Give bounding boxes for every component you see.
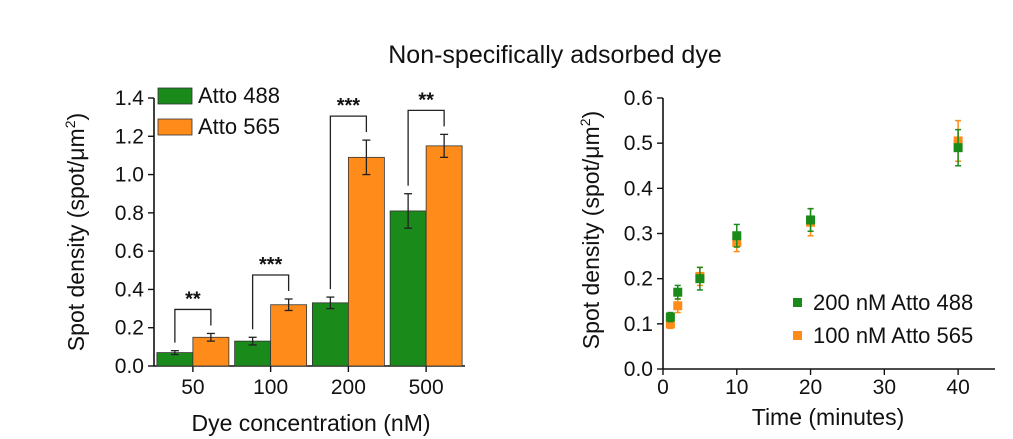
bar-y-tick-label: 0.8: [115, 202, 144, 225]
scatter-y-tick-label: 0.2: [624, 268, 653, 291]
legend-marker: [793, 298, 802, 307]
scatter-y-tick-label: 0.5: [624, 132, 653, 155]
bar-y-tick-label: 0.4: [115, 278, 145, 301]
svg-text:Spot density (spot/μm2): Spot density (spot/μm2): [62, 113, 89, 351]
scatter-y-tick-label: 0.3: [624, 223, 653, 246]
significance-label: **: [185, 288, 201, 310]
bar-x-axis-label: Dye concentration (nM): [191, 410, 430, 436]
bar-x-tick-label: 500: [409, 376, 444, 399]
bar-y-tick-label: 0.6: [115, 240, 144, 263]
scatter-y-tick-label: 0.1: [624, 313, 653, 336]
scatter-y-tick-label: 0.4: [624, 177, 654, 200]
scatter-point: [806, 215, 816, 225]
bar-y-tick-label: 1.4: [115, 87, 145, 110]
scatter-x-axis-label: Time (minutes): [752, 404, 905, 430]
significance-label: ***: [337, 95, 361, 117]
legend-label: Atto 488: [198, 83, 280, 108]
bar-plot-area: 0.00.20.40.60.81.01.21.450**100***200***…: [115, 83, 465, 399]
legend-label: Atto 565: [198, 114, 280, 139]
bar: [311, 302, 349, 367]
legend-swatch: [157, 118, 193, 136]
scatter-point: [673, 301, 683, 311]
bar: [270, 304, 308, 367]
scatter-x-tick-label: 30: [873, 376, 896, 399]
bar-y-axis-label: Spot density (spot/μm2): [62, 113, 89, 351]
significance-bracket: [329, 115, 368, 290]
scatter-chart: Spot density (spot/μm2) Time (minutes) 0…: [577, 87, 995, 430]
scatter-x-tick-label: 40: [946, 376, 969, 399]
scatter-point: [695, 274, 705, 284]
bar: [389, 210, 427, 367]
scatter-point: [732, 231, 742, 241]
bar: [192, 336, 230, 367]
bar-y-tick-label: 1.0: [115, 164, 144, 187]
scatter-y-tick-label: 0.0: [624, 358, 653, 381]
significance-bracket: [174, 308, 212, 343]
legend-marker: [793, 331, 802, 340]
bar-x-tick-label: 50: [181, 376, 204, 399]
bar: [425, 145, 463, 367]
scatter-x-tick-label: 10: [725, 376, 748, 399]
scatter-y-tick-label: 0.6: [624, 87, 653, 110]
significance-bracket: [251, 274, 290, 330]
bar-x-tick-label: 200: [331, 376, 366, 399]
significance-label: ***: [259, 254, 283, 276]
bar-chart: Spot density (spot/μm2) Dye concentratio…: [62, 83, 465, 436]
scatter-x-tick-label: 20: [799, 376, 822, 399]
bar-y-tick-label: 1.2: [115, 125, 144, 148]
bar-x-tick-label: 100: [253, 376, 288, 399]
bar-y-tick-label: 0.2: [115, 317, 144, 340]
bar-y-tick-label: 0.0: [115, 355, 144, 378]
significance-bracket: [407, 109, 445, 186]
scatter-y-axis-label: Spot density (spot/μm2): [577, 111, 604, 349]
bar: [347, 156, 385, 367]
legend-label: 200 nM Atto 488: [813, 290, 973, 315]
scatter-x-tick-label: 0: [657, 376, 669, 399]
significance-label: **: [418, 89, 434, 111]
scatter-point: [665, 319, 675, 329]
figure-title: Non-specifically adsorbed dye: [388, 41, 722, 69]
scatter-point: [673, 287, 683, 297]
scatter-plot-area: 0.0 0.1 0.2 0.3 0.4 0.5 0.6 0 10 20 30 40 200 nM Att…: [624, 87, 995, 399]
scatter-point: [953, 143, 963, 153]
legend-swatch: [157, 87, 193, 105]
scatter-point: [665, 312, 675, 322]
legend-label: 100 nM Atto 565: [813, 323, 973, 348]
svg-text:Spot density (spot/μm2): Spot density (spot/μm2): [577, 111, 604, 349]
